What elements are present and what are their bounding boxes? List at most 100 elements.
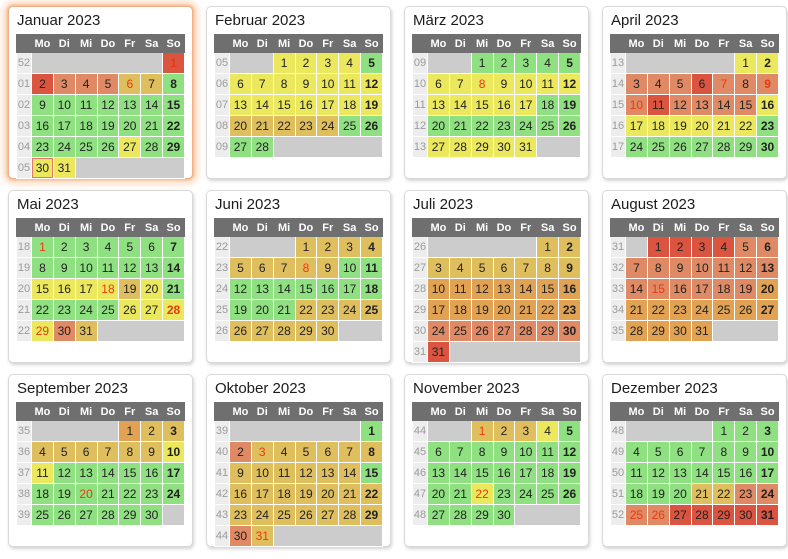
day-cell[interactable]: 3 — [756, 420, 779, 442]
day-cell[interactable]: 1 — [118, 420, 142, 442]
day-cell[interactable]: 22 — [734, 115, 758, 137]
day-cell[interactable]: 26 — [558, 115, 581, 137]
day-cell[interactable]: 5 — [558, 52, 581, 74]
day-cell[interactable]: 2 — [140, 420, 164, 442]
day-cell[interactable]: 12 — [558, 441, 581, 463]
day-cell[interactable]: 6 — [140, 236, 164, 258]
day-cell[interactable]: 15 — [294, 278, 318, 300]
day-cell[interactable]: 8 — [712, 441, 736, 463]
day-cell[interactable]: 9 — [140, 441, 164, 463]
day-cell[interactable]: 15 — [470, 462, 494, 484]
day-cell[interactable]: 14 — [140, 94, 164, 116]
day-cell[interactable]: 12 — [646, 462, 670, 484]
day-cell[interactable]: 20 — [492, 299, 516, 321]
day-cell[interactable]: 10 — [514, 441, 538, 463]
day-cell[interactable]: 11 — [31, 462, 54, 484]
day-cell[interactable]: 2 — [558, 236, 581, 258]
day-cell[interactable]: 10 — [316, 73, 340, 95]
day-cell[interactable]: 19 — [360, 94, 383, 116]
day-cell[interactable]: 19 — [96, 115, 120, 137]
day-cell[interactable]: 19 — [294, 483, 318, 505]
day-cell[interactable]: 1 — [536, 236, 560, 258]
day-cell[interactable]: 11 — [448, 278, 472, 300]
day-cell[interactable]: 8 — [118, 441, 142, 463]
day-cell[interactable]: 4 — [338, 52, 362, 74]
day-cell[interactable]: 8 — [360, 441, 383, 463]
day-cell[interactable]: 21 — [690, 483, 714, 505]
day-cell[interactable]: 7 — [712, 73, 736, 95]
day-cell[interactable]: 26 — [294, 504, 318, 526]
day-cell[interactable]: 27 — [492, 320, 516, 342]
day-cell[interactable]: 16 — [558, 278, 581, 300]
day-cell[interactable]: 29 — [470, 504, 494, 526]
day-cell[interactable]: 26 — [734, 299, 758, 321]
day-cell[interactable]: 19 — [229, 299, 252, 321]
day-cell[interactable]: 13 — [74, 462, 98, 484]
day-cell[interactable]: 30 — [316, 320, 340, 342]
day-cell[interactable]: 29 — [162, 136, 185, 158]
day-cell[interactable]: 20 — [427, 115, 450, 137]
day-cell[interactable]: 29 — [31, 320, 54, 342]
day-cell[interactable]: 30 — [140, 504, 164, 526]
day-cell[interactable]: 9 — [294, 73, 318, 95]
day-cell[interactable]: 16 — [316, 278, 340, 300]
day-cell[interactable]: 19 — [470, 299, 494, 321]
day-cell[interactable]: 30 — [492, 504, 516, 526]
day-cell[interactable]: 26 — [558, 483, 581, 505]
day-cell[interactable]: 17 — [625, 115, 648, 137]
day-cell[interactable]: 10 — [625, 94, 648, 116]
day-cell[interactable]: 9 — [52, 257, 76, 279]
day-cell[interactable]: 14 — [250, 94, 274, 116]
day-cell[interactable]: 2 — [668, 236, 692, 258]
day-cell[interactable]: 23 — [229, 504, 252, 526]
day-cell[interactable]: 28 — [96, 504, 120, 526]
day-cell[interactable]: 19 — [558, 94, 581, 116]
day-cell[interactable]: 30 — [756, 136, 779, 158]
day-cell[interactable]: 20 — [140, 278, 164, 300]
day-cell[interactable]: 20 — [316, 483, 340, 505]
day-cell[interactable]: 9 — [734, 441, 758, 463]
day-cell[interactable]: 24 — [427, 320, 450, 342]
day-cell[interactable]: 4 — [74, 73, 98, 95]
day-cell[interactable]: 20 — [668, 483, 692, 505]
day-cell[interactable]: 9 — [492, 73, 516, 95]
day-cell[interactable]: 31 — [250, 525, 274, 547]
day-cell[interactable]: 15 — [162, 94, 185, 116]
day-cell[interactable]: 12 — [558, 73, 581, 95]
day-cell[interactable]: 14 — [712, 94, 736, 116]
day-cell[interactable]: 21 — [140, 115, 164, 137]
day-cell[interactable]: 25 — [646, 136, 670, 158]
day-cell[interactable]: 8 — [470, 441, 494, 463]
day-cell[interactable]: 12 — [229, 278, 252, 300]
day-cell[interactable]: 23 — [31, 136, 54, 158]
day-cell[interactable]: 11 — [272, 462, 296, 484]
day-cell[interactable]: 16 — [140, 462, 164, 484]
day-cell[interactable]: 2 — [31, 73, 54, 95]
day-cell[interactable]: 8 — [734, 73, 758, 95]
day-cell[interactable]: 17 — [690, 278, 714, 300]
day-cell[interactable]: 24 — [162, 483, 185, 505]
day-cell[interactable]: 23 — [294, 115, 318, 137]
day-cell[interactable]: 30 — [558, 320, 581, 342]
day-cell[interactable]: 25 — [360, 299, 383, 321]
day-cell[interactable]: 2 — [52, 236, 76, 258]
day-cell[interactable]: 3 — [427, 257, 450, 279]
day-cell[interactable]: 28 — [448, 136, 472, 158]
day-cell[interactable]: 4 — [448, 257, 472, 279]
day-cell[interactable]: 4 — [31, 441, 54, 463]
day-cell[interactable]: 20 — [118, 115, 142, 137]
day-cell[interactable]: 29 — [646, 320, 670, 342]
day-cell[interactable]: 17 — [74, 278, 98, 300]
day-cell[interactable]: 22 — [646, 299, 670, 321]
day-cell[interactable]: 18 — [625, 483, 648, 505]
day-cell[interactable]: 11 — [536, 73, 560, 95]
day-cell[interactable]: 11 — [646, 94, 670, 116]
day-cell[interactable]: 24 — [338, 299, 362, 321]
day-cell[interactable]: 9 — [668, 257, 692, 279]
day-cell[interactable]: 7 — [272, 257, 296, 279]
day-cell[interactable]: 28 — [448, 504, 472, 526]
day-cell[interactable]: 12 — [118, 257, 142, 279]
day-cell[interactable]: 5 — [229, 257, 252, 279]
day-cell[interactable]: 7 — [140, 73, 164, 95]
day-cell[interactable]: 18 — [272, 483, 296, 505]
